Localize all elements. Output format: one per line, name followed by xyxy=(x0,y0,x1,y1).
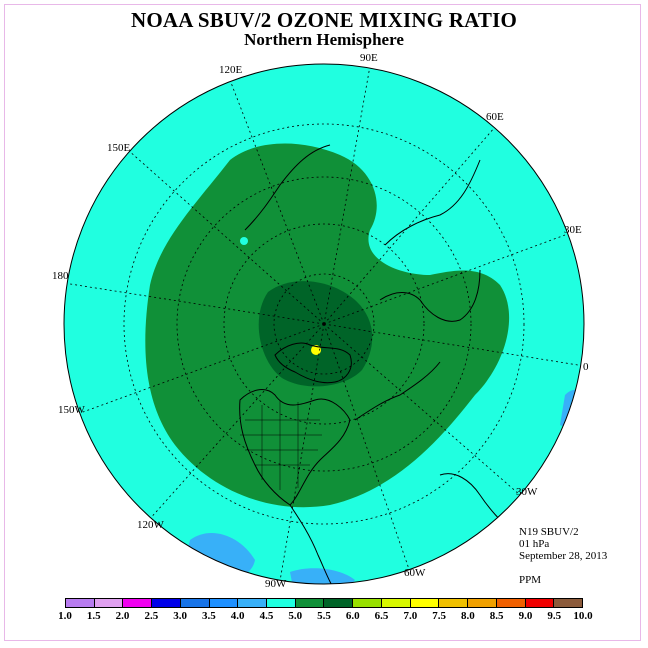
pressure-level-label: 01 hPa xyxy=(519,538,550,550)
map-boundary xyxy=(63,63,585,585)
longitude-label-30e: 30E xyxy=(564,224,582,236)
legend-tick-label: 6.5 xyxy=(374,610,389,622)
legend-tick-label: 5.5 xyxy=(317,610,331,622)
legend-tick-label: 1.0 xyxy=(58,610,72,622)
legend-tick-label: 3.0 xyxy=(173,610,187,622)
legend-tick-label: 7.5 xyxy=(432,610,446,622)
legend-swatch xyxy=(238,599,268,607)
longitude-label-150e: 150E xyxy=(107,142,131,154)
legend-tick-label: 10.0 xyxy=(573,610,593,622)
legend-tick-label: 2.0 xyxy=(115,610,130,622)
legend-swatch xyxy=(410,599,440,607)
longitude-label-60w: 60W xyxy=(404,567,426,579)
longitude-label-150w: 150W xyxy=(58,404,86,416)
legend-swatch xyxy=(381,599,411,607)
longitude-gridlines xyxy=(64,65,584,582)
legend-tick-label: 2.5 xyxy=(144,610,159,622)
figure-frame xyxy=(4,4,641,641)
longitude-label-180: 180 xyxy=(52,270,69,282)
legend-tick-label: 8.5 xyxy=(489,610,504,622)
legend-swatch xyxy=(324,599,354,607)
legend-swatch xyxy=(66,599,95,607)
legend-swatch xyxy=(152,599,181,607)
longitude-label-120w: 120W xyxy=(137,519,165,531)
legend-tick-label: 7.0 xyxy=(403,610,418,622)
legend-tick-label: 8.0 xyxy=(461,610,475,622)
latitude-gridlines xyxy=(123,123,525,525)
coastlines xyxy=(239,144,511,584)
legend-swatch xyxy=(525,599,555,607)
legend-tick-label: 1.5 xyxy=(86,610,101,622)
legend-tick-label: 6.0 xyxy=(345,610,360,622)
longitude-label-120e: 120E xyxy=(219,64,243,76)
legend-swatch xyxy=(353,599,382,607)
ozone-field-peak xyxy=(311,345,321,355)
date-label: September 28, 2013 xyxy=(519,550,608,562)
map-subtitle: Northern Hemisphere xyxy=(244,30,404,49)
longitude-label-90w: 90W xyxy=(265,578,287,590)
legend-tick-label: 4.0 xyxy=(230,610,245,622)
legend-swatch xyxy=(123,599,153,607)
longitude-label-60e: 60E xyxy=(486,111,504,123)
ozone-field-5.5-6.0 xyxy=(258,281,373,387)
legend-tick-label: 9.0 xyxy=(518,610,533,622)
legend-tick-label: 3.5 xyxy=(202,610,216,622)
ozone-field-small-patch xyxy=(240,237,248,245)
map-title: NOAA SBUV/2 OZONE MIXING RATIO xyxy=(131,8,517,32)
color-legend-ticks: 1.0 1.5 2.0 2.5 3.0 3.5 4.0 4.5 5.0 5.5 6.0 6.5 7.0 7… xyxy=(58,610,593,624)
legend-swatch xyxy=(209,599,239,607)
longitude-label-0: 0 xyxy=(583,361,589,373)
units-label: PPM xyxy=(519,574,542,586)
longitude-label-90e: 90E xyxy=(360,52,378,64)
legend-swatch xyxy=(180,599,210,607)
ozone-field-low-s xyxy=(290,568,355,584)
legend-tick-label: 4.5 xyxy=(259,610,274,622)
instrument-label: N19 SBUV/2 xyxy=(519,526,579,538)
legend-tick-label: 9.5 xyxy=(547,610,562,622)
legend-swatch xyxy=(554,599,582,607)
legend-swatch xyxy=(94,599,124,607)
legend-swatch xyxy=(496,599,526,607)
legend-swatch xyxy=(468,599,497,607)
state-boundaries xyxy=(240,400,322,490)
color-legend xyxy=(65,598,583,608)
legend-swatch xyxy=(267,599,296,607)
longitude-label-30w: 30W xyxy=(516,486,538,498)
legend-tick-label: 5.0 xyxy=(288,610,303,622)
legend-swatch xyxy=(439,599,469,607)
legend-swatch xyxy=(295,599,325,607)
